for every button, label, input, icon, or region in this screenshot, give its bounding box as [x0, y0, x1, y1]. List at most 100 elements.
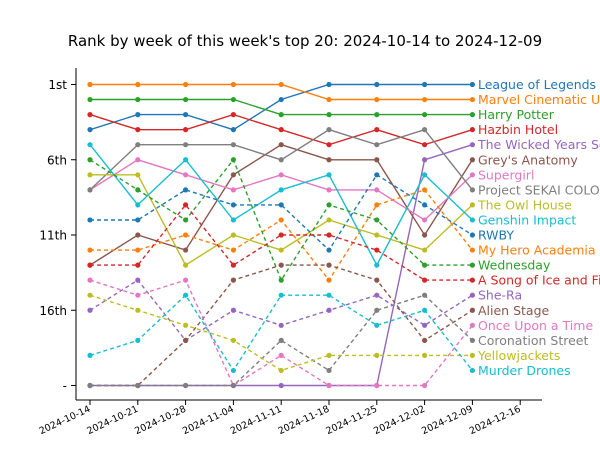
- series-point: [278, 81, 284, 88]
- series-point: [422, 277, 428, 283]
- series-point: [135, 277, 141, 283]
- y-tick-label: -: [63, 379, 67, 393]
- series-point: [469, 172, 475, 178]
- y-tick-label: 16th: [39, 304, 67, 318]
- series-label: Harry Potter: [478, 107, 555, 122]
- series-point: [326, 352, 332, 358]
- series-point: [469, 232, 475, 238]
- series-point: [326, 277, 332, 283]
- x-tick-label: 2024-11-11: [229, 404, 284, 437]
- series-point: [469, 352, 475, 358]
- series-point: [469, 157, 475, 163]
- x-tick-label: 2024-11-18: [277, 404, 332, 437]
- series-line: [89, 83, 473, 131]
- series-label: The Owl House: [477, 197, 572, 212]
- series-label: Grey's Anatomy: [478, 152, 578, 167]
- series-point: [278, 96, 284, 103]
- series-point: [278, 277, 284, 283]
- x-tick-label: 2024-12-09: [420, 404, 475, 437]
- series-point: [87, 172, 93, 178]
- x-tick-label: 2024-11-25: [324, 404, 379, 437]
- series-point: [469, 262, 475, 268]
- series-point: [87, 112, 93, 118]
- series-point: [183, 382, 189, 389]
- series-point: [326, 202, 332, 208]
- series-point: [326, 142, 332, 148]
- series-point: [326, 247, 332, 253]
- series-point: [183, 172, 189, 178]
- series-point: [374, 307, 380, 313]
- series-point: [230, 337, 236, 343]
- series-line: [90, 294, 473, 387]
- series-point: [135, 307, 141, 313]
- series-point: [135, 337, 141, 343]
- y-tick-label: 11th: [39, 229, 67, 243]
- series-point: [374, 277, 380, 283]
- series-point: [135, 247, 141, 253]
- series-point: [230, 157, 236, 163]
- series-point: [183, 322, 189, 328]
- series-point: [326, 81, 332, 88]
- series-point: [135, 172, 141, 178]
- series-point: [183, 157, 189, 163]
- series-point: [374, 382, 380, 389]
- series-point: [374, 352, 380, 358]
- series-point: [278, 352, 284, 358]
- series-point: [326, 96, 332, 103]
- series-point: [278, 247, 284, 253]
- series-point: [374, 96, 380, 103]
- series-point: [469, 127, 475, 133]
- series-label: Marvel Cinematic Universe: [478, 92, 600, 107]
- series-point: [135, 157, 141, 163]
- series-point: [374, 81, 380, 88]
- series-point: [326, 172, 332, 178]
- series-point: [326, 367, 332, 374]
- series-point: [422, 187, 428, 193]
- series-label: Once Upon a Time: [478, 318, 593, 333]
- series-point: [326, 157, 332, 163]
- series-point: [87, 292, 93, 298]
- series-point: [469, 202, 475, 208]
- series-point: [374, 322, 380, 328]
- series-label: League of Legends: [478, 77, 596, 92]
- series-point: [469, 217, 475, 223]
- series-point: [230, 232, 236, 238]
- series-label: Wednesday: [478, 258, 551, 273]
- series-point: [374, 292, 380, 298]
- series-point: [183, 142, 189, 148]
- series-point: [422, 157, 428, 163]
- series-point: [135, 262, 141, 268]
- series-point: [135, 127, 141, 133]
- series-point: [183, 337, 189, 343]
- series-line: [89, 279, 473, 387]
- series-point: [230, 202, 236, 208]
- series-point: [374, 112, 380, 118]
- series-label: RWBY: [478, 228, 514, 243]
- series-point: [278, 217, 284, 223]
- series-point: [422, 81, 428, 88]
- series-point: [469, 277, 475, 283]
- series-point: [230, 367, 236, 374]
- series-point: [278, 232, 284, 238]
- series-point: [469, 247, 475, 253]
- y-tick-label: 6th: [47, 153, 67, 167]
- series-point: [135, 382, 141, 389]
- series-point: [422, 202, 428, 208]
- series-point: [422, 337, 428, 343]
- series-point: [230, 262, 236, 268]
- series-point: [469, 367, 475, 374]
- series-point: [278, 172, 284, 178]
- series-point: [374, 217, 380, 223]
- series-point: [422, 127, 428, 133]
- series-point: [230, 277, 236, 283]
- series-point: [278, 202, 284, 208]
- series-point: [135, 142, 141, 148]
- series-point: [87, 187, 93, 193]
- series-point: [87, 262, 93, 268]
- series-point: [469, 337, 475, 343]
- series-point: [469, 112, 475, 118]
- series-point: [374, 262, 380, 268]
- series-point: [183, 187, 189, 193]
